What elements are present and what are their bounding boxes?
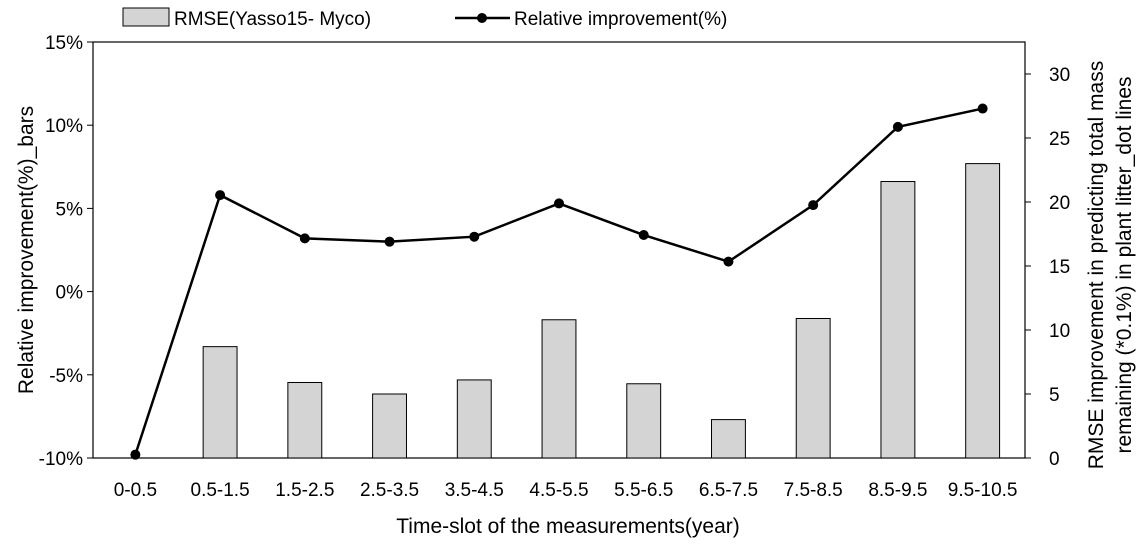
line-point	[808, 200, 819, 211]
line-point	[384, 236, 395, 247]
left-tick-label: 5%	[56, 199, 84, 220]
x-axis-ticks: 0-0.5 0.5-1.5 1.5-2.5 2.5-3.5 3.5-4.5 4.5-5.5…	[114, 480, 1018, 501]
bar	[456, 379, 492, 459]
x-tick-label: 6.5-7.5	[699, 480, 758, 501]
right-tick-label: 0	[1049, 449, 1060, 470]
right-tick-label: 10	[1049, 321, 1070, 342]
left-tick-label: -10%	[39, 449, 83, 470]
line-point	[299, 233, 310, 244]
line-series	[130, 103, 988, 460]
legend-line-marker	[477, 13, 487, 23]
left-tick-label: -5%	[49, 366, 83, 387]
bar-series	[118, 163, 1001, 459]
x-tick-label: 9.5-10.5	[948, 480, 1018, 501]
line-point	[130, 449, 141, 460]
bar	[795, 317, 831, 459]
legend: RMSE(Yasso15- Myco) Relative improvement…	[122, 7, 727, 30]
line-point	[554, 198, 564, 209]
legend-bar-label: RMSE(Yasso15- Myco)	[174, 9, 371, 30]
bar	[287, 381, 323, 459]
right-tick-label: 25	[1049, 129, 1070, 150]
left-tick-label: 15%	[45, 33, 83, 54]
line-point	[469, 231, 480, 242]
line-point	[723, 256, 734, 267]
line-point	[215, 190, 226, 201]
x-tick-label: 1.5-2.5	[275, 480, 334, 501]
right-axis-ticks: 0 5 10 15 20 25 30	[1025, 65, 1070, 470]
line-point	[892, 121, 903, 132]
bar	[965, 163, 1001, 459]
right-axis-title-line1: RMSE improvement in predicting total mas…	[1085, 61, 1108, 470]
bar	[626, 383, 662, 459]
right-axis-title-line2: remaining (*0.1%) in plant litter_dot li…	[1113, 76, 1136, 453]
line-point	[638, 230, 649, 241]
bar	[541, 319, 577, 459]
right-tick-label: 5	[1049, 385, 1060, 406]
line-point	[977, 103, 988, 114]
right-tick-label: 15	[1049, 257, 1070, 278]
bar	[880, 181, 916, 459]
left-tick-label: 0%	[56, 283, 84, 304]
x-tick-label: 5.5-6.5	[614, 480, 673, 501]
x-tick-label: 2.5-3.5	[360, 480, 419, 501]
x-tick-label: 8.5-9.5	[868, 480, 927, 501]
bar	[372, 393, 407, 459]
right-tick-label: 30	[1049, 65, 1070, 86]
x-tick-label: 7.5-8.5	[784, 480, 843, 501]
right-tick-label: 20	[1049, 193, 1070, 214]
x-tick-label: 4.5-5.5	[529, 480, 588, 501]
legend-bar-swatch	[122, 7, 170, 27]
x-tick-label: 3.5-4.5	[445, 480, 504, 501]
bar	[202, 346, 238, 459]
x-axis-title: Time-slot of the measurements(year)	[396, 515, 740, 538]
left-axis-title: Relative improvement(%)_bars	[15, 106, 38, 394]
x-tick-label: 0-0.5	[114, 480, 157, 501]
left-tick-label: 10%	[45, 116, 83, 137]
legend-line-label: Relative improvement(%)	[514, 9, 727, 30]
x-tick-label: 0.5-1.5	[191, 480, 250, 501]
bar	[711, 419, 746, 459]
left-axis-ticks: -10% -5% 0% 5% 10% 15%	[39, 33, 93, 470]
